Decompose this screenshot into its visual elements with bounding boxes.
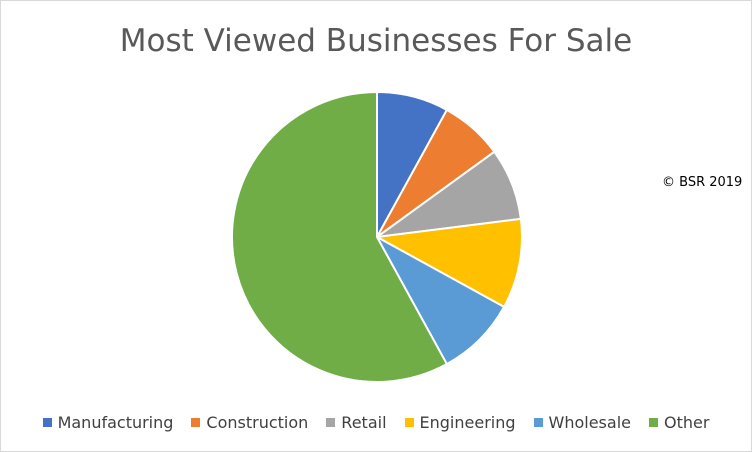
- legend-swatch: [648, 418, 658, 427]
- legend-swatch: [42, 418, 52, 427]
- copyright-notice: © BSR 2019: [662, 175, 743, 190]
- legend-item-wholesale: Wholesale: [533, 413, 631, 432]
- pie-slice-wholesale: [376, 236, 506, 366]
- legend-label: Wholesale: [548, 413, 631, 432]
- legend-item-construction: Construction: [191, 413, 308, 432]
- pie-chart: [230, 91, 524, 383]
- legend-label: Engineering: [419, 413, 516, 432]
- pie-slice-other: [230, 91, 448, 383]
- legend-swatch: [533, 418, 543, 427]
- legend-item-engineering: Engineering: [404, 413, 516, 432]
- pie-slice-engineering: [376, 217, 524, 308]
- legend-label: Other: [663, 413, 710, 432]
- legend-label: Construction: [206, 413, 309, 432]
- chart-title: Most Viewed Businesses For Sale: [119, 23, 633, 59]
- legend-item-retail: Retail: [326, 413, 387, 432]
- legend-label: Retail: [341, 413, 387, 432]
- legend-swatch: [326, 418, 336, 427]
- chart-legend: Manufacturing Construction Retail Engineeri…: [1, 413, 751, 432]
- legend-swatch: [404, 418, 414, 427]
- legend-label: Manufacturing: [57, 413, 174, 432]
- legend-item-manufacturing: Manufacturing: [42, 413, 174, 432]
- legend-swatch: [191, 418, 201, 427]
- legend-item-other: Other: [648, 413, 710, 432]
